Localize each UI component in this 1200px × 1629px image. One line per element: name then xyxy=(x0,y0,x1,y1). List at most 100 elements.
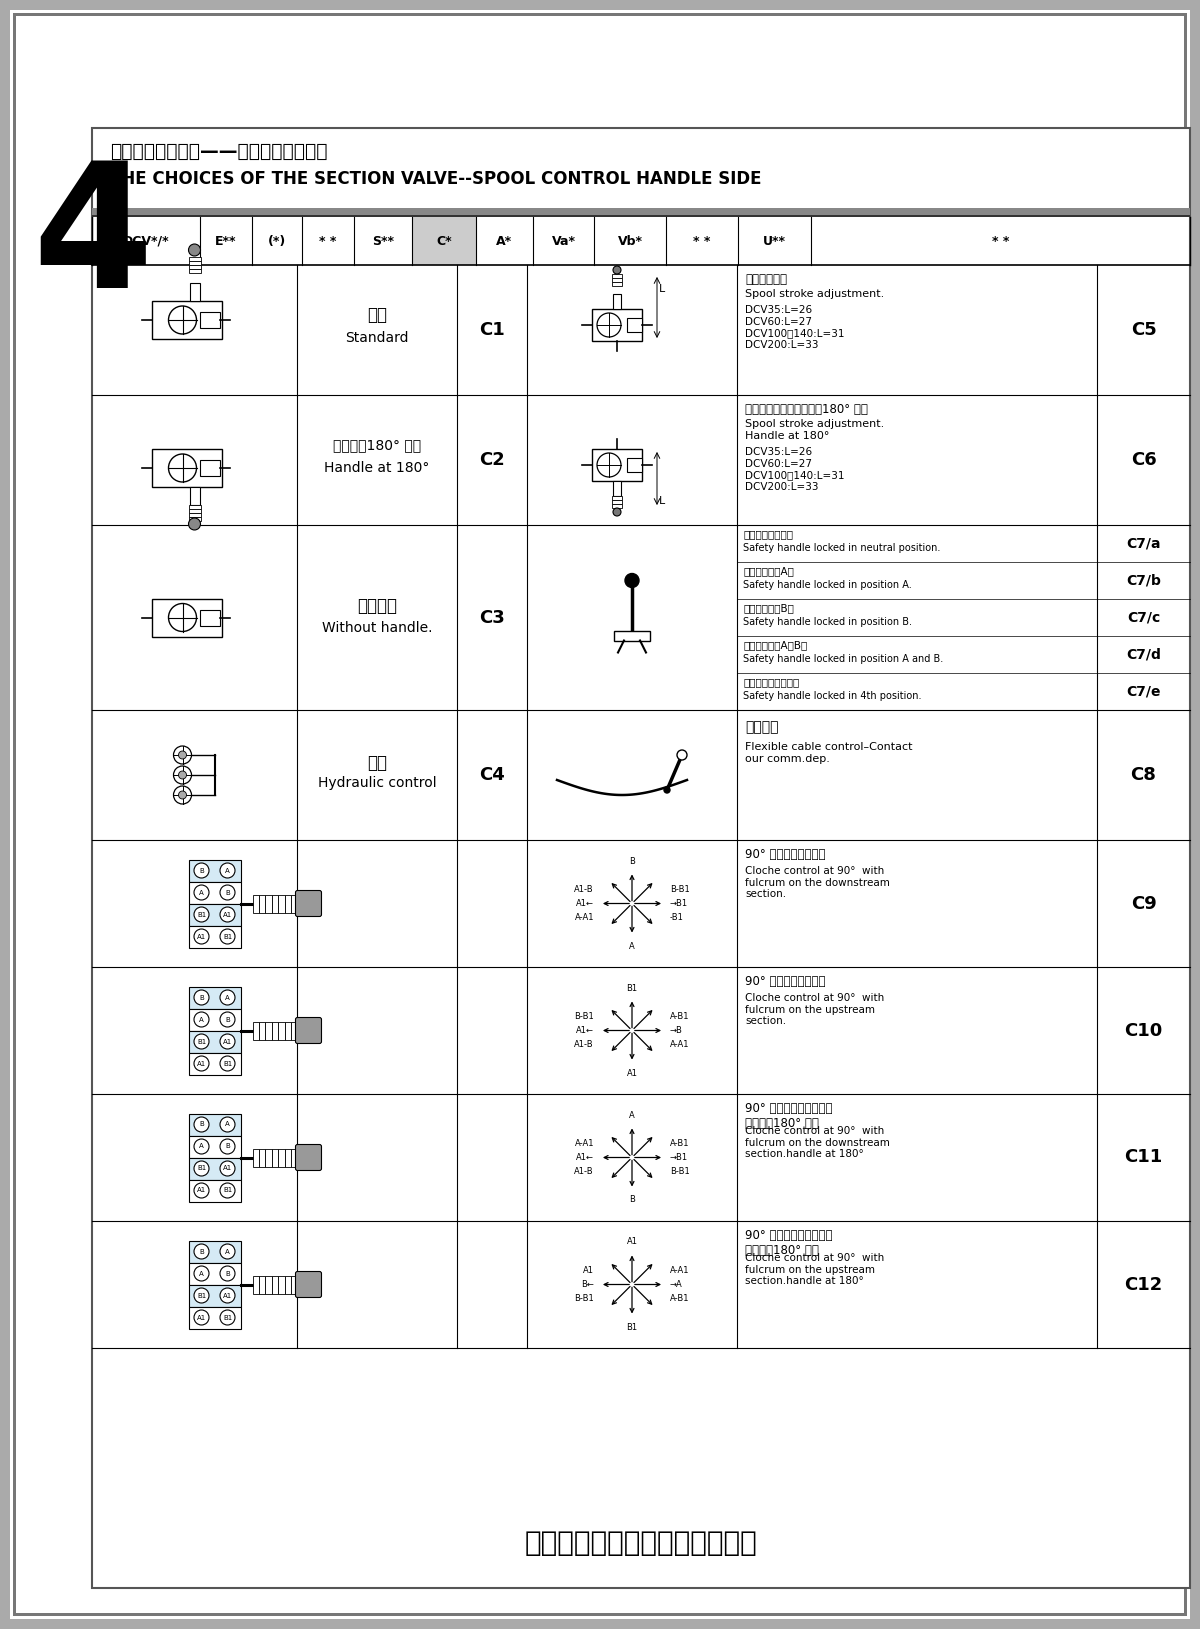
Bar xyxy=(292,1276,298,1293)
Circle shape xyxy=(613,508,622,516)
Text: U**: U** xyxy=(763,235,786,248)
Bar xyxy=(152,450,222,487)
Bar xyxy=(412,217,476,266)
Text: L: L xyxy=(659,495,665,507)
Text: Safety handle locked in position A and B.: Safety handle locked in position A and B… xyxy=(743,653,943,665)
Text: C7/a: C7/a xyxy=(1127,536,1160,551)
Bar xyxy=(188,925,240,948)
Bar xyxy=(188,881,240,904)
Bar xyxy=(188,1241,240,1262)
Text: A-A1: A-A1 xyxy=(670,1039,690,1049)
Text: B1: B1 xyxy=(197,1039,206,1044)
Text: B-B1: B-B1 xyxy=(670,1166,690,1176)
Text: A1: A1 xyxy=(583,1266,594,1276)
Text: B: B xyxy=(199,1121,204,1127)
Bar xyxy=(188,1306,240,1329)
Bar xyxy=(278,894,284,912)
Text: Standard: Standard xyxy=(346,331,409,345)
Text: A1: A1 xyxy=(223,1039,232,1044)
Bar xyxy=(188,257,200,261)
Circle shape xyxy=(179,771,186,779)
Text: B1: B1 xyxy=(223,1188,232,1194)
Bar xyxy=(92,209,1190,215)
Circle shape xyxy=(220,929,235,943)
Text: S**: S** xyxy=(372,235,394,248)
Circle shape xyxy=(220,885,235,899)
Bar xyxy=(284,1021,292,1039)
Bar xyxy=(292,1148,298,1166)
Text: A: A xyxy=(226,994,230,1000)
Text: 90° 操纵支点在下游片，
手柄旋转180° 安装: 90° 操纵支点在下游片， 手柄旋转180° 安装 xyxy=(745,1101,833,1131)
Text: A: A xyxy=(629,1111,635,1119)
Bar xyxy=(188,1262,240,1285)
Text: 阀芯行程调节: 阀芯行程调节 xyxy=(745,274,787,287)
Bar xyxy=(188,1179,240,1202)
Text: A1: A1 xyxy=(626,1238,637,1246)
Text: Vb*: Vb* xyxy=(618,235,642,248)
Circle shape xyxy=(625,573,640,588)
Bar xyxy=(612,282,622,287)
Text: →A: →A xyxy=(670,1280,683,1289)
Text: C12: C12 xyxy=(1124,1276,1163,1293)
Bar xyxy=(292,1021,298,1039)
Text: Cloche control at 90°  with
fulcrum on the downstream
section.handle at 180°: Cloche control at 90° with fulcrum on th… xyxy=(745,1126,890,1160)
Bar xyxy=(612,503,622,508)
Bar xyxy=(188,1114,240,1135)
Bar xyxy=(92,215,1190,217)
Text: 分体式多路阀选型——阀芯前端操纵选择: 分体式多路阀选型——阀芯前端操纵选择 xyxy=(110,142,328,161)
Text: Spool stroke adjustment.: Spool stroke adjustment. xyxy=(745,288,884,300)
Bar xyxy=(190,487,199,505)
Bar xyxy=(628,458,642,472)
Bar xyxy=(252,1148,259,1166)
Text: A1: A1 xyxy=(223,1292,232,1298)
Text: DCV35:L=26
DCV60:L=27
DCV100、140:L=31
DCV200:L=33: DCV35:L=26 DCV60:L=27 DCV100、140:L=31 DC… xyxy=(745,305,845,350)
Text: B: B xyxy=(199,868,204,873)
Text: DCV35:L=26
DCV60:L=27
DCV100、140:L=31
DCV200:L=33: DCV35:L=26 DCV60:L=27 DCV100、140:L=31 DC… xyxy=(745,446,845,492)
Circle shape xyxy=(598,313,622,337)
Text: B: B xyxy=(226,1016,230,1023)
Bar xyxy=(278,1021,284,1039)
Text: B1: B1 xyxy=(197,912,206,917)
Text: A: A xyxy=(199,1144,204,1150)
Text: A1: A1 xyxy=(223,1165,232,1171)
Bar xyxy=(612,500,622,503)
Circle shape xyxy=(598,453,622,477)
Text: B: B xyxy=(226,1271,230,1277)
Bar xyxy=(265,894,271,912)
Text: Hydraulic control: Hydraulic control xyxy=(318,775,437,790)
Bar xyxy=(259,1148,265,1166)
Bar xyxy=(188,860,240,881)
Text: 安全手柄锁在A和B位: 安全手柄锁在A和B位 xyxy=(743,640,808,650)
Text: Without handle.: Without handle. xyxy=(322,621,432,635)
Bar xyxy=(152,598,222,637)
Circle shape xyxy=(174,746,192,764)
Text: A1←: A1← xyxy=(576,1153,594,1161)
Bar xyxy=(271,1276,278,1293)
Bar xyxy=(278,1148,284,1166)
Text: C*: C* xyxy=(436,235,452,248)
Text: B: B xyxy=(629,1196,635,1204)
Text: A1: A1 xyxy=(223,912,232,917)
Circle shape xyxy=(194,1161,209,1176)
Circle shape xyxy=(194,1310,209,1324)
Text: Cloche control at 90°  with
fulcrum on the downstream
section.: Cloche control at 90° with fulcrum on th… xyxy=(745,867,890,899)
Circle shape xyxy=(194,929,209,943)
Circle shape xyxy=(194,1289,209,1303)
Circle shape xyxy=(194,990,209,1005)
Circle shape xyxy=(174,766,192,784)
FancyBboxPatch shape xyxy=(295,1018,322,1044)
Text: Cloche control at 90°  with
fulcrum on the upstream
section.handle at 180°: Cloche control at 90° with fulcrum on th… xyxy=(745,1253,884,1287)
Text: 淮安舒克贝塔流体技术有限公司: 淮安舒克贝塔流体技术有限公司 xyxy=(524,1530,757,1557)
Text: A-B1: A-B1 xyxy=(670,1139,690,1148)
Text: A-B1: A-B1 xyxy=(670,1012,690,1021)
Text: 标准: 标准 xyxy=(367,306,386,324)
Bar xyxy=(252,1021,259,1039)
Text: 阀芯行程可调，手柄旋转180° 安装: 阀芯行程可调，手柄旋转180° 安装 xyxy=(745,402,868,415)
Text: B1: B1 xyxy=(626,984,637,992)
Text: Safety handle locked in position B.: Safety handle locked in position B. xyxy=(743,617,912,627)
Text: B1: B1 xyxy=(197,1165,206,1171)
Bar xyxy=(612,495,622,500)
Text: 安全手柄锁在中位: 安全手柄锁在中位 xyxy=(743,529,793,539)
Text: 90° 操纵支点在上游片，
手柄旋转180° 安装: 90° 操纵支点在上游片， 手柄旋转180° 安装 xyxy=(745,1228,833,1258)
Text: C10: C10 xyxy=(1124,1021,1163,1039)
